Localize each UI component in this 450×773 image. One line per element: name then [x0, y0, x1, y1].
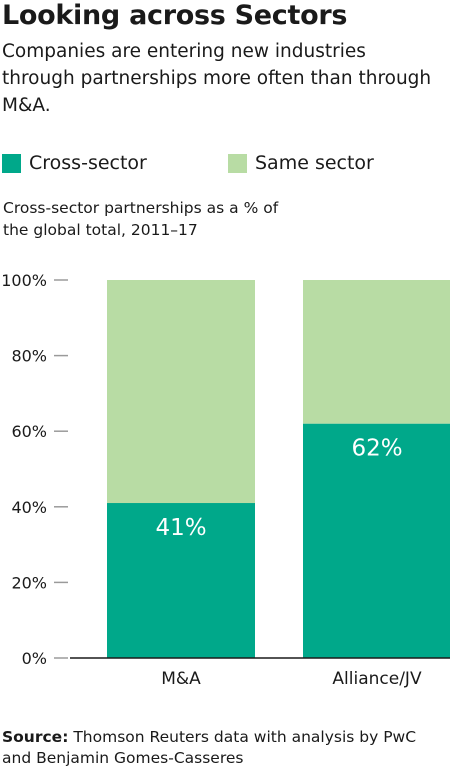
y-tick-label: 0%: [22, 649, 47, 668]
y-tick-label: 60%: [11, 422, 47, 441]
page-subtitle: Companies are entering new industries th…: [2, 41, 432, 116]
stacked-bar-chart: 0% 20% 40% 60% 80% 100% 41% M&A 62% Alliance/JV: [1, 271, 450, 689]
bar-cross-sector-0: [107, 503, 255, 658]
y-tick-label: 20%: [11, 573, 47, 592]
source-note: Source: Thomson Reuters data with analys…: [2, 727, 448, 769]
legend-swatch-same-sector: [228, 153, 247, 173]
x-category-label: Alliance/JV: [332, 669, 422, 689]
page-title: Looking across Sectors: [2, 0, 348, 31]
legend-label-same-sector: Same sector: [255, 152, 374, 174]
x-category-label: M&A: [161, 669, 201, 689]
y-tick-label: 40%: [11, 498, 47, 517]
y-tick-label: 100%: [1, 271, 47, 290]
source-text: Thomson Reuters data with analysis by Pw…: [2, 728, 417, 767]
bar-same-sector-1: [303, 280, 450, 424]
bar-same-sector-0: [107, 280, 255, 504]
legend-item-cross-sector: Cross-sector: [2, 152, 147, 174]
legend-item-same-sector: Same sector: [228, 152, 374, 174]
y-tick-label: 80%: [11, 347, 47, 366]
chart-note: Cross-sector partnerships as a % of the …: [3, 199, 279, 239]
legend-label-cross-sector: Cross-sector: [29, 152, 147, 174]
bar-data-label: 41%: [155, 515, 206, 541]
source-label: Source:: [2, 728, 69, 746]
legend-swatch-cross-sector: [2, 153, 21, 173]
bar-data-label: 62%: [351, 436, 402, 462]
bar-cross-sector-1: [303, 423, 450, 658]
chart-legend: Cross-sector Same sector: [0, 152, 450, 182]
